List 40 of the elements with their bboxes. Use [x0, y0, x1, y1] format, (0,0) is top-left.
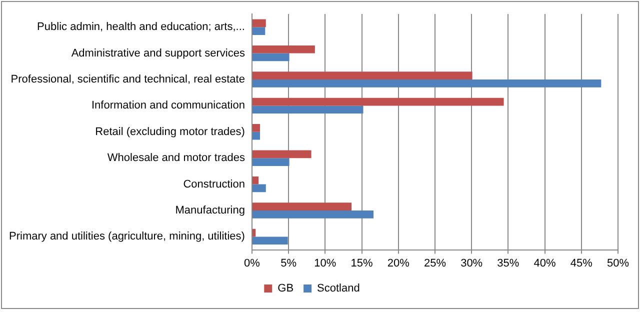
- bar: [252, 124, 260, 132]
- bar: [252, 80, 602, 88]
- bar: [252, 236, 288, 245]
- bar: [252, 45, 315, 54]
- bar: [252, 98, 504, 106]
- x-tick-label: 0%: [244, 257, 260, 270]
- y-tick-label: Administrative and support services: [71, 47, 246, 60]
- y-tick-label: Primary and utilities (agriculture, mining, utilities): [9, 230, 245, 243]
- x-tick-label: 40%: [534, 257, 556, 270]
- y-tick-label: Construction: [183, 178, 245, 190]
- x-tick-label: 15%: [350, 257, 373, 270]
- bar: [252, 72, 472, 80]
- bar: [252, 202, 352, 210]
- x-tick-label: 30%: [460, 257, 483, 270]
- bar: [252, 106, 364, 114]
- bar: [252, 210, 374, 218]
- bar: [252, 228, 256, 237]
- bar: [252, 19, 266, 28]
- y-tick-label: Public admin, health and education; arts,...: [37, 21, 245, 34]
- y-tick-label: Professional, scientific and technical, real estate: [10, 74, 245, 86]
- y-tick-label: Information and communication: [92, 100, 245, 112]
- x-tick-label: 10%: [314, 257, 336, 270]
- bar: [252, 53, 290, 62]
- bar: [252, 150, 312, 158]
- legend-label: Scotland: [317, 282, 360, 295]
- x-tick-label: 35%: [497, 257, 520, 270]
- x-tick-label: 20%: [387, 257, 410, 270]
- x-tick-label: 5%: [280, 257, 297, 270]
- y-tick-label: Retail (excluding motor trades): [95, 126, 245, 138]
- x-tick-label: 50%: [606, 257, 630, 270]
- x-tick-label: 25%: [424, 257, 446, 270]
- bar: [252, 184, 266, 192]
- bar: [252, 176, 259, 184]
- legend-label: GB: [278, 282, 294, 295]
- y-tick-label: Manufacturing: [175, 204, 245, 217]
- x-tick-label: 45%: [570, 257, 593, 270]
- y-tick-label: Wholesale and motor trades: [107, 152, 246, 164]
- bar: [252, 27, 266, 35]
- bar: [252, 132, 260, 140]
- bar: [252, 158, 290, 166]
